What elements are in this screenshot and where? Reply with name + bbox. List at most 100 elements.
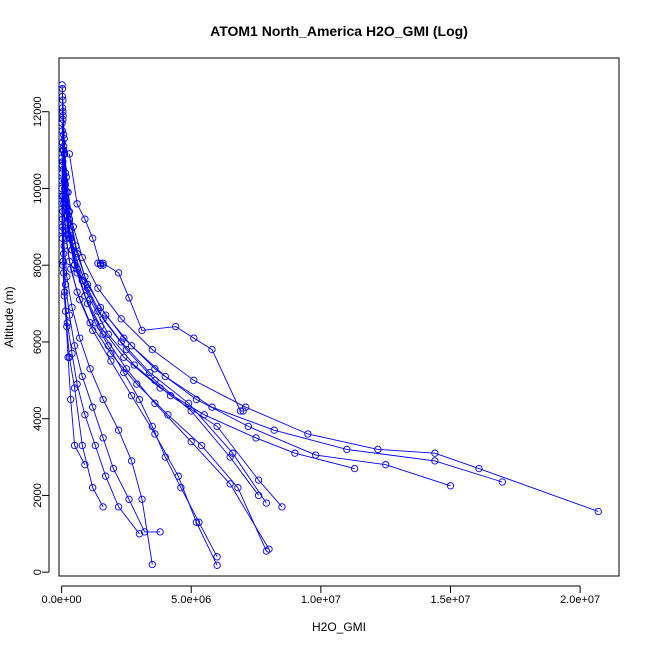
- data-point: [242, 403, 250, 411]
- data-point: [59, 96, 67, 104]
- data-point: [197, 441, 206, 450]
- data-point: [73, 288, 81, 296]
- data-point: [58, 200, 66, 208]
- data-point: [195, 518, 203, 526]
- data-point: [226, 453, 234, 461]
- data-point: [107, 349, 115, 358]
- data-point: [127, 457, 136, 465]
- data-point: [125, 294, 133, 302]
- data-point: [89, 326, 97, 335]
- data-point: [239, 407, 247, 415]
- series-line: [62, 107, 503, 483]
- data-point: [278, 503, 286, 511]
- data-point: [102, 311, 110, 319]
- data-point: [59, 111, 67, 120]
- data-point: [174, 472, 182, 480]
- data-point: [498, 478, 506, 486]
- data-point: [138, 326, 146, 335]
- data-point: [69, 223, 77, 231]
- y-axis: 0 2000 4000 6000 8000 10000 12000: [32, 96, 50, 575]
- y-tick-label: 10000: [32, 173, 44, 204]
- series-line: [61, 157, 267, 552]
- data-point: [81, 411, 89, 419]
- data-point: [99, 503, 107, 511]
- x-tick-label: 1.5e+07: [430, 594, 470, 606]
- data-point: [60, 250, 68, 258]
- data-point: [130, 361, 138, 369]
- data-point: [58, 119, 66, 127]
- y-tick-label: 12000: [32, 96, 44, 127]
- data-point: [120, 334, 128, 342]
- data-point: [254, 491, 263, 500]
- data-point: [229, 449, 237, 457]
- data-point: [91, 441, 99, 450]
- plot-area: [58, 81, 602, 569]
- data-point: [161, 372, 169, 381]
- data-point: [114, 503, 123, 511]
- data-point: [70, 261, 79, 269]
- data-point: [58, 104, 67, 112]
- data-point: [431, 457, 439, 465]
- data-point: [151, 365, 159, 373]
- data-point: [94, 259, 102, 267]
- data-point: [184, 399, 193, 407]
- data-point: [76, 334, 84, 342]
- data-point: [78, 276, 86, 285]
- data-point: [236, 407, 245, 415]
- data-point: [254, 476, 263, 484]
- data-point: [208, 403, 216, 411]
- data-point: [58, 81, 66, 89]
- data-point: [65, 150, 74, 158]
- data-point: [63, 319, 71, 327]
- data-point: [58, 177, 66, 185]
- data-point: [127, 342, 136, 350]
- data-point: [382, 461, 390, 469]
- data-point: [99, 395, 107, 404]
- data-point: [83, 284, 92, 292]
- x-tick-label: 1.0e+07: [301, 594, 341, 606]
- data-point: [120, 353, 128, 361]
- data-point: [114, 269, 123, 277]
- y-tick-label: 0: [32, 569, 44, 575]
- data-point: [61, 280, 70, 289]
- data-point: [262, 499, 271, 507]
- data-point: [60, 269, 68, 277]
- data-point: [89, 234, 97, 242]
- data-point: [151, 399, 159, 407]
- data-point: [58, 192, 66, 200]
- data-point: [262, 547, 271, 555]
- data-point: [244, 422, 252, 431]
- data-point: [187, 407, 195, 415]
- data-point: [67, 265, 75, 273]
- plot-frame: [58, 57, 620, 577]
- series-line: [61, 165, 218, 566]
- data-point: [70, 384, 79, 392]
- data-point: [190, 334, 198, 342]
- data-point: [78, 441, 86, 450]
- data-point: [67, 395, 75, 404]
- data-point: [60, 200, 68, 208]
- data-point: [78, 372, 86, 381]
- data-point: [64, 353, 72, 361]
- data-point: [350, 464, 359, 473]
- data-point: [140, 528, 149, 536]
- data-point: [431, 449, 439, 457]
- data-point: [127, 392, 136, 400]
- data-point: [70, 441, 79, 450]
- x-tick-label: 5.0e+06: [171, 594, 211, 606]
- data-point: [172, 322, 180, 331]
- data-point: [61, 150, 69, 158]
- data-point: [125, 495, 133, 503]
- series-line: [61, 84, 218, 558]
- data-point: [304, 430, 312, 438]
- data-point: [58, 154, 66, 162]
- data-point: [187, 438, 195, 446]
- data-point: [96, 259, 105, 267]
- data-point: [102, 472, 110, 480]
- data-point: [226, 480, 234, 488]
- data-point: [138, 495, 146, 503]
- data-point: [156, 528, 164, 536]
- x-tick-label: 0.0e+00: [42, 594, 82, 606]
- data-point: [151, 376, 159, 384]
- data-point: [94, 284, 102, 292]
